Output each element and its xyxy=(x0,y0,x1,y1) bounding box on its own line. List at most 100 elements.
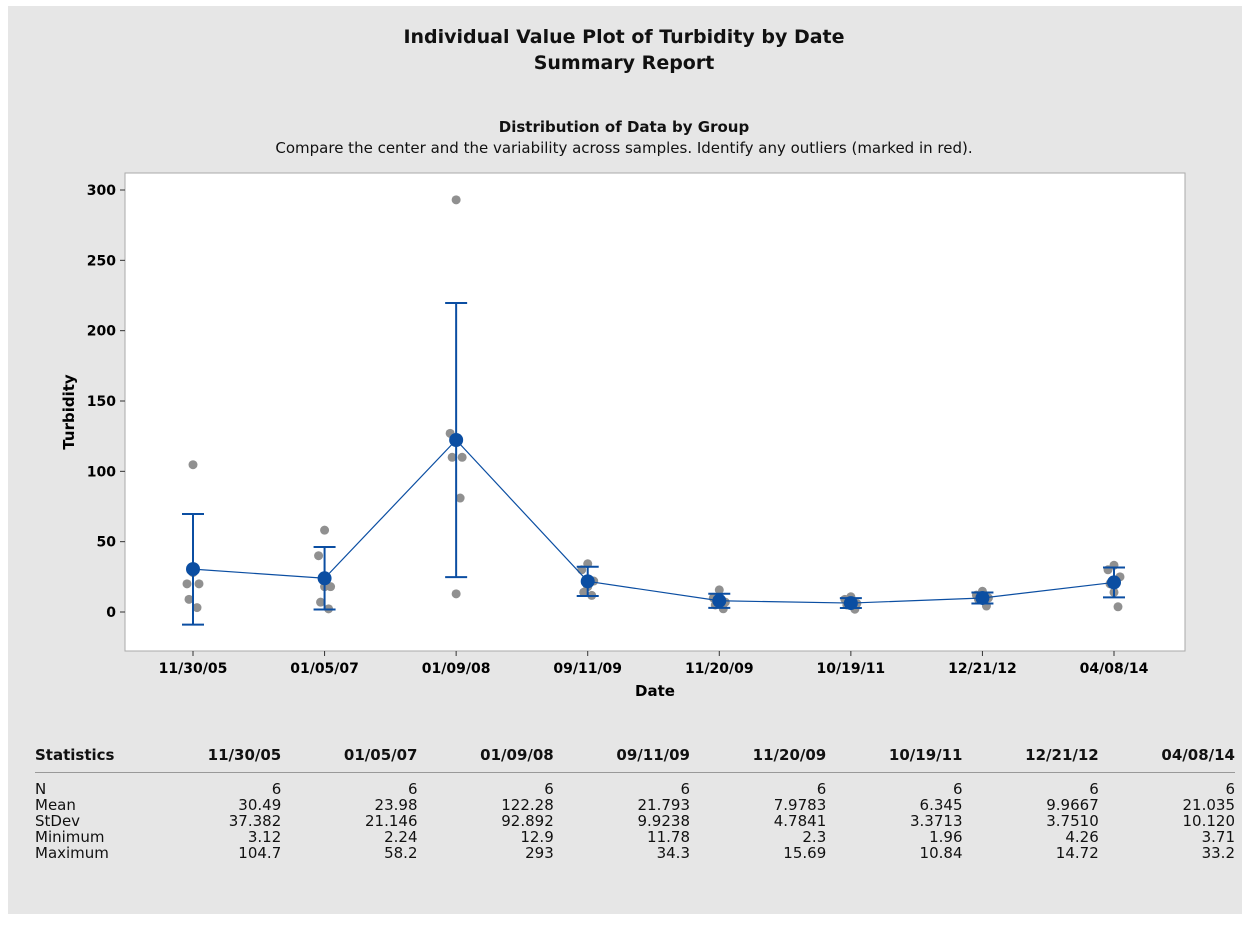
y-tick-label: 150 xyxy=(87,394,116,410)
mean-marker xyxy=(186,562,200,577)
x-tick-label: 04/08/14 xyxy=(1080,661,1149,677)
mean-marker xyxy=(1107,575,1121,590)
statistics-cell: 6 xyxy=(1225,780,1235,798)
data-point xyxy=(714,585,724,595)
mean-markers xyxy=(186,432,1121,611)
statistics-row: StDev 37.382 21.146 92.892 9.9238 4.7841 3.371… xyxy=(35,813,1235,829)
y-axis-label: Turbidity xyxy=(60,374,78,450)
mean-marker xyxy=(843,596,858,611)
statistics-cell: 30.49 xyxy=(238,796,282,814)
data-point xyxy=(184,594,194,604)
statistics-cell: 9.9667 xyxy=(1046,796,1099,814)
statistics-row-label: Maximum xyxy=(35,844,109,862)
data-point xyxy=(457,452,467,462)
statistics-cell: 3.3713 xyxy=(910,812,963,830)
statistics-cell: 4.26 xyxy=(1065,828,1099,846)
statistics-cell: 2.24 xyxy=(384,828,418,846)
statistics-cell: 33.2 xyxy=(1201,844,1235,862)
statistics-cell: 122.28 xyxy=(501,796,554,814)
statistics-cell: 21.035 xyxy=(1182,796,1236,814)
statistics-cell: 11.78 xyxy=(647,828,690,846)
mean-line xyxy=(192,439,1115,604)
statistics-cell: 293 xyxy=(525,844,554,862)
statistics-column-header: 10/19/11 xyxy=(888,746,963,764)
statistics-row-label: Minimum xyxy=(35,828,105,846)
x-tick-label: 12/21/12 xyxy=(948,661,1017,677)
data-point xyxy=(320,525,330,535)
statistics-row-label: N xyxy=(35,780,47,798)
statistics-cell: 12.9 xyxy=(520,828,554,846)
chart-subtitle: Compare the center and the variability a… xyxy=(275,139,973,157)
statistics-cell: 4.7841 xyxy=(773,812,827,830)
statistics-column-header: 11/30/05 xyxy=(207,746,282,764)
report-subtitle: Summary Report xyxy=(533,52,715,74)
x-tick-label: 09/11/09 xyxy=(553,661,622,677)
y-tick-label: 50 xyxy=(97,535,117,551)
individual-value-plot: 0 50 100 150 200 250 300 11/30/05 01/05/07 01/09… xyxy=(60,172,1186,700)
plot-area xyxy=(124,172,1186,652)
data-point xyxy=(451,589,461,599)
statistics-column-header: 12/21/12 xyxy=(1025,746,1099,764)
y-tick-label: 0 xyxy=(106,605,116,621)
statistics-cell: 6 xyxy=(680,780,690,798)
statistics-column-header: 04/08/14 xyxy=(1161,746,1235,764)
y-tick-label: 250 xyxy=(87,253,116,269)
statistics-cell: 3.71 xyxy=(1201,828,1235,846)
statistics-cell: 37.382 xyxy=(228,812,282,830)
statistics-cell: 10.120 xyxy=(1182,812,1236,830)
data-point xyxy=(451,195,461,205)
statistics-cell: 21.793 xyxy=(637,796,691,814)
statistics-header: Statistics xyxy=(35,746,115,764)
mean-marker xyxy=(580,574,595,589)
data-point xyxy=(314,551,324,561)
mean-marker xyxy=(449,432,464,447)
x-tick-label: 11/20/09 xyxy=(685,661,754,677)
statistics-row: Maximum 104.7 58.2 293 34.3 15.69 10.84 14.72 33… xyxy=(35,845,1235,861)
statistics-column-header: 01/09/08 xyxy=(480,746,554,764)
x-axis-label: Date xyxy=(635,682,675,700)
statistics-table: Statistics 11/30/05 01/05/07 01/09/08 09/11… xyxy=(35,746,1235,861)
statistics-cell: 6 xyxy=(952,780,963,798)
data-point xyxy=(455,493,465,503)
statistics-cell: 1.96 xyxy=(929,828,963,846)
report-title: Individual Value Plot of Turbidity by Da… xyxy=(403,26,845,48)
statistics-cell: 10.84 xyxy=(919,844,963,862)
chart-title: Distribution of Data by Group xyxy=(498,118,750,136)
statistics-cell: 21.146 xyxy=(365,812,418,830)
data-point xyxy=(1113,602,1123,612)
statistics-row: Mean 30.49 23.98 122.28 21.793 7.9783 6.345 9.9… xyxy=(35,797,1235,813)
statistics-cell: 3.7510 xyxy=(1046,812,1099,830)
mean-marker xyxy=(317,571,332,586)
data-point xyxy=(447,452,457,462)
statistics-cell: 6 xyxy=(816,780,827,798)
statistics-cell: 6 xyxy=(1089,780,1099,798)
statistics-cell: 6.345 xyxy=(919,796,963,814)
x-axis: 11/30/05 01/05/07 01/09/08 09/11/09 11/20/09… xyxy=(159,651,1149,677)
data-point xyxy=(194,579,204,589)
x-tick-label: 01/05/07 xyxy=(290,661,359,677)
statistics-cell: 104.7 xyxy=(238,844,282,862)
statistics-cell: 34.3 xyxy=(656,844,690,862)
y-tick-label: 200 xyxy=(87,324,116,340)
statistics-cell: 9.9238 xyxy=(637,812,691,830)
statistics-cell: 6 xyxy=(271,780,282,798)
statistics-row: Minimum 3.12 2.24 12.9 11.78 2.3 1.96 4.26 3.71 xyxy=(35,829,1235,845)
statistics-column-header: 09/11/09 xyxy=(616,746,690,764)
statistics-row-label: StDev xyxy=(35,812,81,830)
statistics-cell: 2.3 xyxy=(802,828,827,846)
statistics-cell: 14.72 xyxy=(1055,844,1099,862)
statistics-row-label: Mean xyxy=(35,796,76,814)
data-point xyxy=(188,460,198,470)
statistics-cell: 15.69 xyxy=(783,844,827,862)
x-tick-label: 01/09/08 xyxy=(422,661,491,677)
data-point xyxy=(182,579,192,589)
y-tick-label: 100 xyxy=(87,464,116,480)
x-tick-label: 11/30/05 xyxy=(159,661,228,677)
statistics-cell: 92.892 xyxy=(501,812,554,830)
mean-marker xyxy=(712,593,727,608)
mean-connect-line xyxy=(192,439,1115,604)
mean-marker xyxy=(975,590,990,605)
statistics-column-header: 01/05/07 xyxy=(343,746,418,764)
statistics-cell: 3.12 xyxy=(247,828,282,846)
statistics-cell: 6 xyxy=(407,780,418,798)
